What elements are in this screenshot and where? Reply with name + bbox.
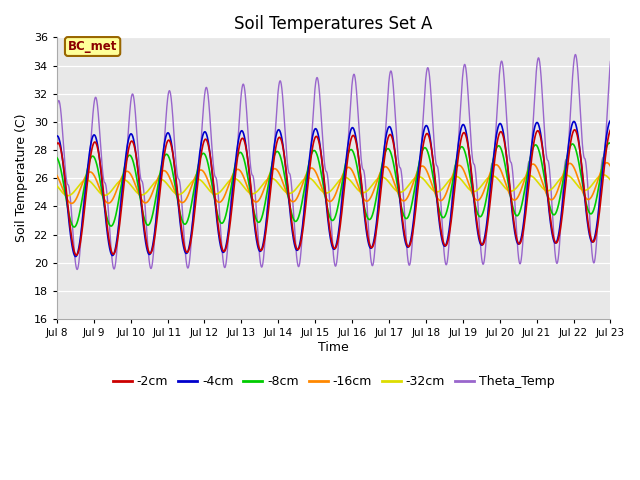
Theta_Temp	[53, 106, 61, 112]
Line: -8cm: -8cm	[57, 143, 611, 227]
Theta_Temp	[607, 59, 614, 64]
-4cm	[72, 253, 79, 259]
-2cm	[172, 172, 179, 178]
Theta_Temp	[388, 70, 396, 76]
-32cm	[554, 179, 562, 184]
-8cm	[607, 141, 614, 146]
Line: -16cm: -16cm	[57, 163, 611, 204]
Theta_Temp	[74, 266, 81, 272]
-8cm	[70, 224, 78, 230]
Text: BC_met: BC_met	[68, 40, 117, 53]
X-axis label: Time: Time	[318, 341, 349, 354]
-4cm	[208, 165, 216, 170]
-8cm	[388, 153, 396, 158]
-4cm	[397, 212, 405, 217]
Theta_Temp	[607, 60, 614, 66]
Line: -4cm: -4cm	[57, 120, 611, 256]
-32cm	[53, 183, 61, 189]
-2cm	[397, 207, 405, 213]
-4cm	[606, 118, 614, 124]
-32cm	[599, 172, 607, 178]
Theta_Temp	[397, 170, 405, 176]
-4cm	[554, 235, 562, 240]
Y-axis label: Soil Temperature (C): Soil Temperature (C)	[15, 114, 28, 242]
-8cm	[554, 204, 562, 210]
-2cm	[388, 133, 396, 139]
Line: Theta_Temp: Theta_Temp	[57, 55, 611, 269]
-16cm	[208, 188, 216, 193]
Theta_Temp	[208, 139, 216, 145]
Theta_Temp	[172, 155, 179, 160]
-2cm	[607, 127, 614, 133]
-32cm	[208, 190, 216, 195]
Title: Soil Temperatures Set A: Soil Temperatures Set A	[234, 15, 433, 33]
-32cm	[607, 177, 614, 183]
-4cm	[607, 118, 614, 123]
-4cm	[172, 174, 179, 180]
-8cm	[172, 186, 179, 192]
-4cm	[388, 129, 396, 134]
Legend: -2cm, -4cm, -8cm, -16cm, -32cm, Theta_Temp: -2cm, -4cm, -8cm, -16cm, -32cm, Theta_Te…	[108, 371, 559, 393]
-32cm	[607, 177, 614, 183]
-8cm	[208, 180, 216, 185]
-16cm	[603, 160, 611, 166]
Line: -32cm: -32cm	[57, 175, 611, 196]
-8cm	[397, 204, 405, 210]
Theta_Temp	[572, 52, 579, 58]
-8cm	[607, 141, 614, 146]
Line: -2cm: -2cm	[57, 130, 611, 255]
-16cm	[172, 190, 179, 196]
-16cm	[53, 173, 61, 179]
-16cm	[607, 163, 614, 169]
-2cm	[571, 127, 579, 132]
-16cm	[607, 163, 614, 169]
-32cm	[397, 189, 405, 195]
-8cm	[605, 140, 613, 146]
-4cm	[53, 133, 61, 139]
-16cm	[68, 201, 76, 206]
-32cm	[64, 193, 72, 199]
-16cm	[554, 187, 562, 192]
-2cm	[72, 252, 80, 258]
-2cm	[554, 238, 562, 243]
-2cm	[208, 163, 216, 169]
-2cm	[53, 141, 61, 147]
-16cm	[397, 197, 405, 203]
-32cm	[172, 191, 179, 196]
-32cm	[388, 183, 396, 189]
Theta_Temp	[554, 257, 562, 263]
-16cm	[388, 173, 396, 179]
-2cm	[607, 127, 614, 133]
-8cm	[53, 155, 61, 160]
